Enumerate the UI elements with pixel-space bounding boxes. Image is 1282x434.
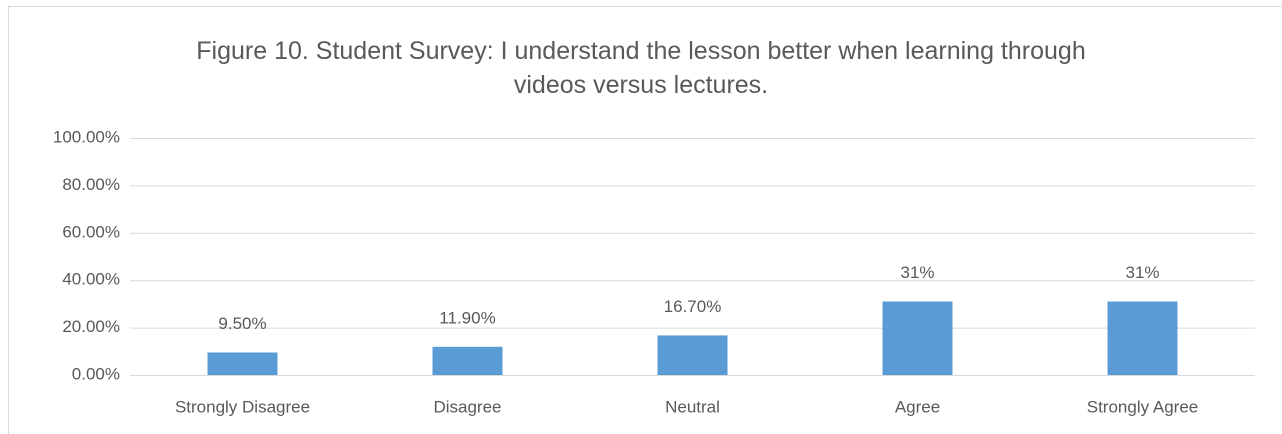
data-label: 31% [900,263,934,282]
y-tick-label: 60.00% [62,222,120,241]
x-tick-label: Agree [895,397,940,416]
chart-border [8,6,1282,434]
data-label: 31% [1125,263,1159,282]
bar [1107,301,1178,375]
x-tick-label: Strongly Disagree [175,397,310,416]
bar [432,346,503,375]
bar [882,301,953,375]
data-label: 16.70% [664,297,722,316]
bar [657,335,728,375]
y-tick-label: 40.00% [62,270,120,289]
bar [207,352,278,375]
data-label: 11.90% [439,308,495,327]
y-tick-label: 20.00% [62,317,120,336]
x-tick-label: Strongly Agree [1087,397,1199,416]
x-tick-label: Disagree [433,397,501,416]
data-label: 9.50% [218,314,266,333]
x-tick-label: Neutral [665,397,720,416]
y-tick-label: 0.00% [72,364,120,383]
y-tick-label: 80.00% [62,175,120,194]
chart-title: Figure 10. Student Survey: I understand … [196,37,1086,99]
y-tick-label: 100.00% [53,127,120,146]
